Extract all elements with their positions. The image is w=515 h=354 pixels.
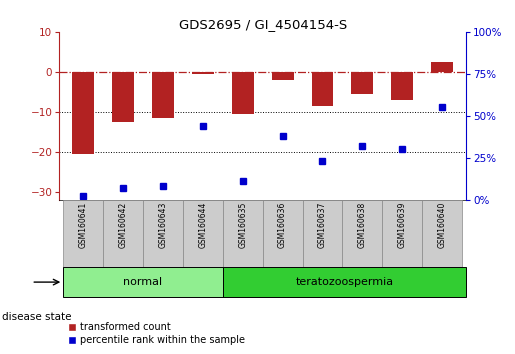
Bar [112,72,134,122]
Bar [152,72,174,118]
Text: GSM160639: GSM160639 [398,202,407,248]
Title: GDS2695 / GI_4504154-S: GDS2695 / GI_4504154-S [179,18,347,31]
Bar [422,200,462,267]
Bar [351,72,373,94]
Text: GSM160644: GSM160644 [198,202,208,248]
Bar [431,62,453,72]
Bar [263,200,302,267]
Text: disease state: disease state [2,312,71,322]
Bar [223,200,263,267]
Text: GSM160640: GSM160640 [438,202,447,248]
Bar [183,200,223,267]
Bar [312,72,333,106]
Bar [103,200,143,267]
Text: teratozoospermia: teratozoospermia [296,277,393,287]
Text: GSM160637: GSM160637 [318,202,327,248]
Bar [232,72,254,114]
Legend: transformed count, percentile rank within the sample: transformed count, percentile rank withi… [64,319,249,349]
Bar [192,72,214,74]
Text: GSM160642: GSM160642 [118,202,128,248]
Text: GSM160643: GSM160643 [159,202,167,248]
Text: normal: normal [124,277,163,287]
Bar [382,200,422,267]
Bar [223,267,466,297]
Text: GSM160638: GSM160638 [358,202,367,248]
Bar [302,200,342,267]
Bar [72,72,94,154]
Bar [63,200,103,267]
Text: GSM160636: GSM160636 [278,202,287,248]
Bar [271,72,294,80]
Bar [391,72,413,100]
Bar [342,200,382,267]
Bar [143,200,183,267]
Text: GSM160641: GSM160641 [79,202,88,248]
Text: GSM160635: GSM160635 [238,202,247,248]
Bar [63,267,223,297]
